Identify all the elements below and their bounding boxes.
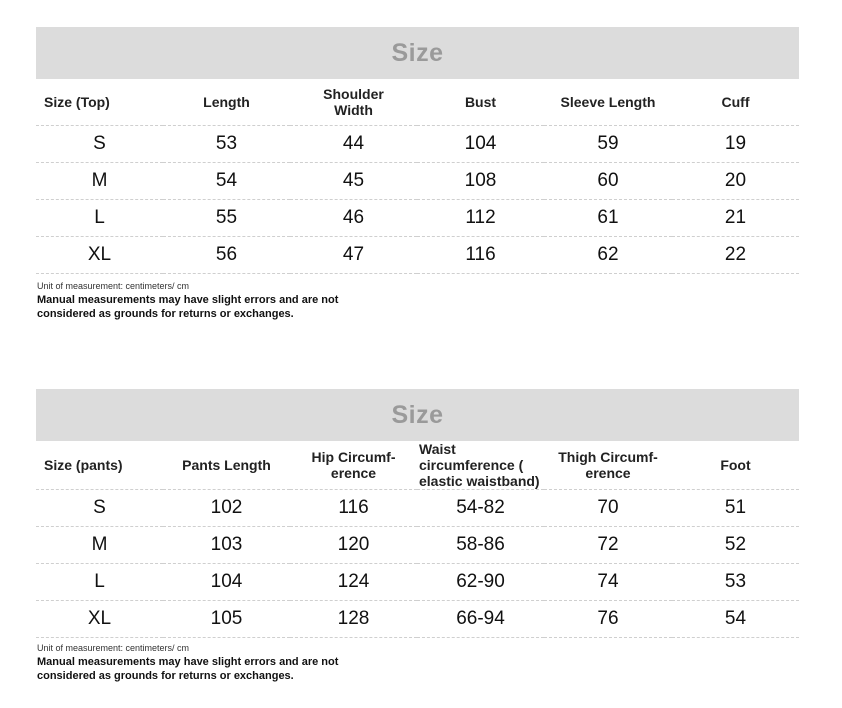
header-sleeve-length: Sleeve Length [544, 79, 672, 126]
header-waist-circumference: Waist circumference ( elastic waistband) [417, 441, 544, 490]
pants-measurement-note: Unit of measurement: centimeters/ cm Man… [37, 643, 367, 683]
cell-length: 54 [163, 162, 290, 200]
cell-sleeve-length: 62 [544, 236, 672, 274]
tops-size-title: Size [391, 38, 444, 67]
cell-shoulder-width: 46 [290, 199, 417, 237]
header-thigh-circumference: Thigh Circumf- erence [544, 441, 672, 490]
header-length: Length [163, 79, 290, 126]
cell-thigh: 72 [544, 526, 672, 564]
cell-length: 53 [163, 125, 290, 163]
pants-size-title: Size [391, 400, 444, 429]
cell-size: L [36, 563, 163, 601]
measurement-warning: Manual measurements may have slight erro… [37, 294, 339, 320]
header-size: Size (Top) [36, 79, 163, 126]
header-hip-circumference: Hip Circumf- erence [290, 441, 417, 490]
cell-thigh: 70 [544, 489, 672, 527]
cell-pants-length: 102 [163, 489, 290, 527]
cell-thigh: 74 [544, 563, 672, 601]
table-row: L 55 46 112 61 21 [36, 199, 799, 237]
table-row: S 53 44 104 59 19 [36, 125, 799, 163]
cell-cuff: 19 [672, 125, 799, 163]
cell-sleeve-length: 60 [544, 162, 672, 200]
table-row: L 104 124 62-90 74 53 [36, 563, 799, 601]
cell-foot: 51 [672, 489, 799, 527]
cell-hip: 116 [290, 489, 417, 527]
cell-waist: 62-90 [417, 563, 544, 601]
cell-shoulder-width: 45 [290, 162, 417, 200]
tops-measurement-note: Unit of measurement: centimeters/ cm Man… [37, 281, 367, 321]
cell-size: XL [36, 236, 163, 274]
table-row: XL 56 47 116 62 22 [36, 236, 799, 274]
cell-hip: 128 [290, 600, 417, 638]
pants-size-table: Size (pants) Pants Length Hip Circumf- e… [36, 441, 799, 638]
measurement-warning: Manual measurements may have slight erro… [37, 656, 339, 682]
unit-note: Unit of measurement: centimeters/ cm [37, 281, 190, 291]
cell-foot: 54 [672, 600, 799, 638]
header-pants-length: Pants Length [163, 441, 290, 490]
cell-length: 56 [163, 236, 290, 274]
tops-header-row: Size (Top) Length Shoulder Width Bust Sl… [36, 79, 799, 126]
cell-cuff: 20 [672, 162, 799, 200]
cell-waist: 54-82 [417, 489, 544, 527]
pants-size-section: Size Size (pants) Pants Length Hip Circu… [36, 389, 799, 638]
cell-size: S [36, 125, 163, 163]
cell-bust: 108 [417, 162, 544, 200]
header-shoulder-width: Shoulder Width [290, 79, 417, 126]
pants-header-row: Size (pants) Pants Length Hip Circumf- e… [36, 441, 799, 490]
cell-pants-length: 105 [163, 600, 290, 638]
cell-shoulder-width: 47 [290, 236, 417, 274]
header-size: Size (pants) [36, 441, 163, 490]
header-foot: Foot [672, 441, 799, 490]
cell-bust: 104 [417, 125, 544, 163]
cell-length: 55 [163, 199, 290, 237]
cell-shoulder-width: 44 [290, 125, 417, 163]
cell-hip: 120 [290, 526, 417, 564]
unit-note: Unit of measurement: centimeters/ cm [37, 643, 190, 653]
cell-foot: 52 [672, 526, 799, 564]
cell-waist: 58-86 [417, 526, 544, 564]
header-bust: Bust [417, 79, 544, 126]
cell-sleeve-length: 61 [544, 199, 672, 237]
header-cuff: Cuff [672, 79, 799, 126]
cell-hip: 124 [290, 563, 417, 601]
tops-size-section: Size Size (Top) Length Shoulder Width Bu… [36, 27, 799, 274]
table-row: S 102 116 54-82 70 51 [36, 489, 799, 527]
cell-thigh: 76 [544, 600, 672, 638]
cell-size: M [36, 162, 163, 200]
cell-bust: 112 [417, 199, 544, 237]
cell-cuff: 21 [672, 199, 799, 237]
cell-size: L [36, 199, 163, 237]
table-row: M 103 120 58-86 72 52 [36, 526, 799, 564]
cell-pants-length: 104 [163, 563, 290, 601]
table-row: M 54 45 108 60 20 [36, 162, 799, 200]
cell-size: M [36, 526, 163, 564]
table-row: XL 105 128 66-94 76 54 [36, 600, 799, 638]
tops-size-banner: Size [36, 27, 799, 79]
cell-sleeve-length: 59 [544, 125, 672, 163]
tops-size-table: Size (Top) Length Shoulder Width Bust Sl… [36, 79, 799, 274]
cell-waist: 66-94 [417, 600, 544, 638]
cell-pants-length: 103 [163, 526, 290, 564]
cell-bust: 116 [417, 236, 544, 274]
cell-size: S [36, 489, 163, 527]
pants-size-banner: Size [36, 389, 799, 441]
cell-foot: 53 [672, 563, 799, 601]
cell-size: XL [36, 600, 163, 638]
cell-cuff: 22 [672, 236, 799, 274]
